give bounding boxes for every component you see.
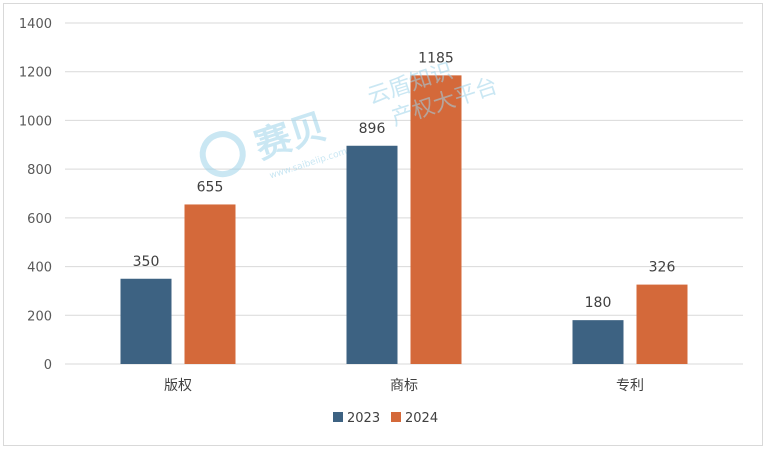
bar-2023-1 [346,145,398,364]
y-tick-label: 1000 [19,114,52,129]
legend-label: 2024 [405,411,438,426]
legend: 2023 2024 [333,411,438,426]
bar-2024-0 [184,204,236,364]
gridlines [65,22,743,365]
bars [120,75,688,364]
bar-2023-0 [120,278,172,364]
y-tick-label: 1200 [19,66,52,81]
watermark-logo-icon [199,131,246,178]
data-label: 896 [359,121,386,137]
legend-swatch [391,412,401,422]
legend-swatch [333,412,343,422]
data-label: 326 [649,260,676,276]
bar-2024-2 [636,284,688,364]
data-labels: 350 655 896 1185 180 326 [133,50,676,311]
legend-label: 2023 [347,411,380,426]
data-label: 350 [133,254,160,270]
data-label: 1185 [418,50,454,66]
bar-2023-2 [572,320,624,364]
y-tick-label: 800 [27,163,52,178]
y-tick-label: 200 [27,309,52,324]
y-tick-label: 600 [27,212,52,227]
y-tick-label: 0 [44,358,52,373]
y-tick-label: 400 [27,261,52,276]
x-axis-categories: 版权 商标 专利 [164,378,644,394]
x-category-label: 专利 [616,378,644,394]
data-label: 180 [585,295,612,311]
x-category-label: 商标 [390,378,418,394]
y-axis-ticks: 0 200 400 600 800 1000 1200 1400 [19,17,52,373]
x-category-label: 版权 [164,378,192,394]
bar-2024-1 [410,75,462,364]
y-tick-label: 1400 [19,17,52,32]
data-label: 655 [197,179,224,195]
